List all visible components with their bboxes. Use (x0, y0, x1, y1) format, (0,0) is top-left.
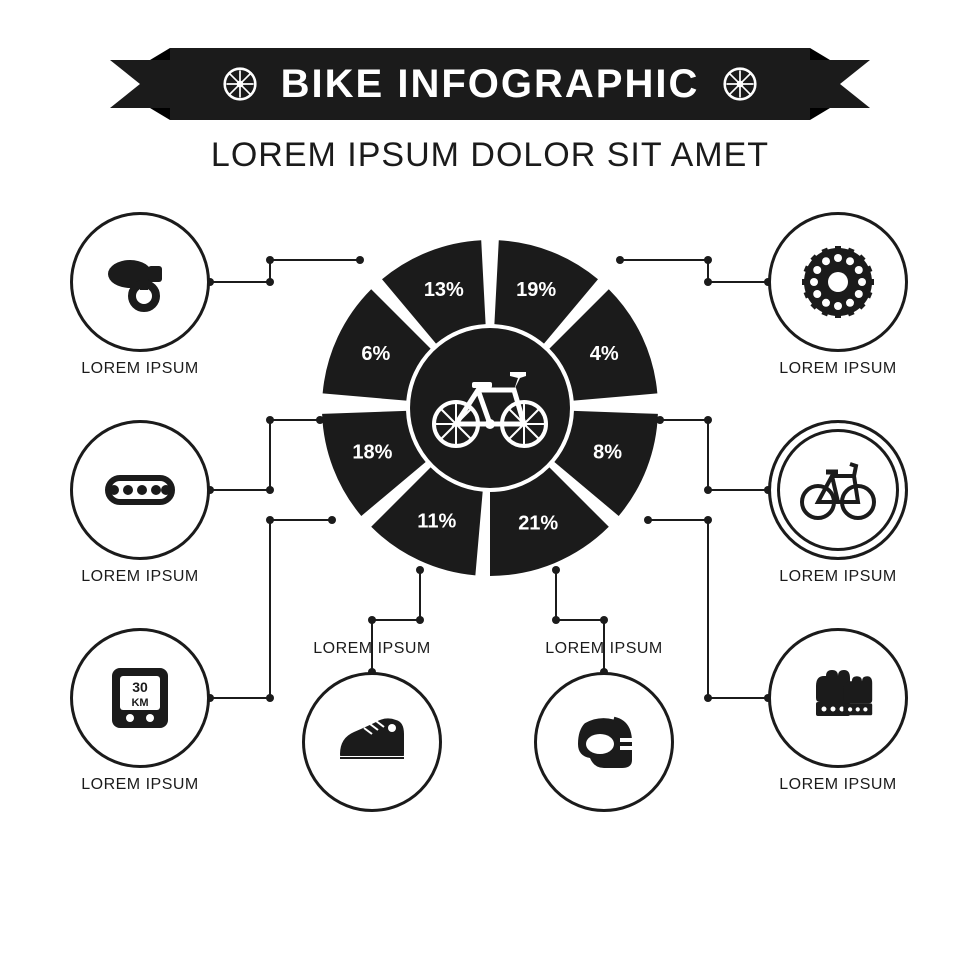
gear-circle (768, 212, 908, 352)
bike-circle (768, 420, 908, 560)
helmet-icon (564, 702, 644, 782)
computer-label: LOREM IPSUM (60, 776, 220, 794)
wheel-icon (223, 67, 257, 101)
svg-text:KM: KM (131, 697, 148, 709)
bicycle-icon (430, 368, 550, 448)
svg-text:30: 30 (132, 679, 148, 695)
title-text: BIKE INFOGRAPHIC (281, 62, 700, 107)
bicycle-small-icon (798, 450, 878, 530)
chain-label: LOREM IPSUM (60, 568, 220, 586)
computer-icon: 30 KM (100, 658, 180, 738)
segment-label: 21% (518, 513, 558, 535)
shoe-icon (332, 702, 412, 782)
segment-label: 11% (417, 510, 456, 532)
title-ribbon: BIKE INFOGRAPHIC (110, 48, 870, 120)
helmet-label: LOREM IPSUM (524, 640, 684, 658)
gloves-label: LOREM IPSUM (758, 776, 918, 794)
gear-icon (798, 242, 878, 322)
light-label: LOREM IPSUM (60, 360, 220, 378)
chain-circle (70, 420, 210, 560)
chain-icon (100, 450, 180, 530)
gloves-icon (798, 658, 878, 738)
bike-light-icon (100, 242, 180, 322)
segment-label: 8% (593, 441, 622, 463)
segment-label: 13% (424, 279, 464, 301)
wheel-icon (723, 67, 757, 101)
segment-label: 19% (516, 279, 556, 301)
shoe-label: LOREM IPSUM (292, 640, 452, 658)
segment-label: 6% (361, 343, 390, 365)
shoe-circle (302, 672, 442, 812)
pie-chart: 13% 19% 6% 4% 18% 8% 11% 21% (320, 238, 660, 578)
computer-circle: 30 KM (70, 628, 210, 768)
gear-label: LOREM IPSUM (758, 360, 918, 378)
segment-label: 18% (352, 441, 392, 463)
subtitle-text: LOREM IPSUM DOLOR SIT AMET (0, 136, 980, 175)
bike-label: LOREM IPSUM (758, 568, 918, 586)
gloves-circle (768, 628, 908, 768)
light-circle (70, 212, 210, 352)
segment-label: 4% (590, 343, 619, 365)
helmet-circle (534, 672, 674, 812)
